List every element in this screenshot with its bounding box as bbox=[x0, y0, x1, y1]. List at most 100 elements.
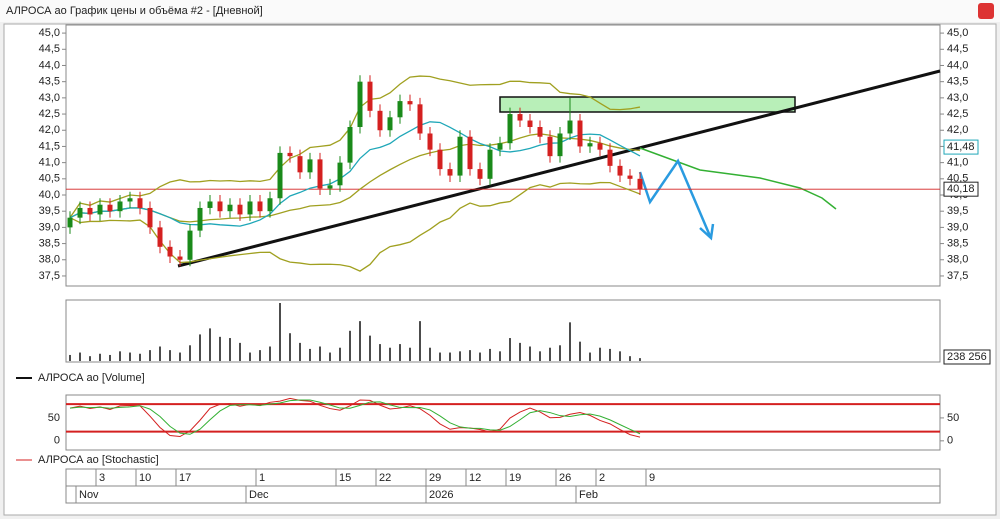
candle-body bbox=[547, 136, 553, 157]
stoch-tick-label-right: 0 bbox=[947, 435, 953, 447]
y-tick-label: 40,0 bbox=[39, 189, 60, 201]
y-tick-label: 43,0 bbox=[39, 92, 60, 104]
stochastic-legend: АЛРОСА ао [Stochastic] bbox=[38, 454, 159, 466]
candle-body bbox=[367, 81, 373, 111]
candle-body bbox=[537, 127, 543, 137]
y-tick-label-right: 43,5 bbox=[947, 76, 968, 88]
day-label: 3 bbox=[99, 472, 105, 484]
volume-label: 238 256 bbox=[947, 351, 987, 363]
forecast-line bbox=[639, 147, 837, 210]
candle-body bbox=[447, 169, 453, 176]
title-bar bbox=[0, 0, 1000, 22]
y-tick-label-right: 38,0 bbox=[947, 254, 968, 266]
stoch-tick-label-right: 50 bbox=[947, 412, 959, 424]
candle-body bbox=[167, 246, 173, 257]
candle-body bbox=[97, 204, 103, 215]
candle-body bbox=[327, 185, 333, 189]
candle-body bbox=[247, 201, 253, 215]
candle-body bbox=[577, 120, 583, 147]
day-label: 19 bbox=[509, 472, 521, 484]
y-tick-label-right: 42,0 bbox=[947, 124, 968, 136]
candle-body bbox=[67, 217, 73, 228]
candle-body bbox=[257, 201, 263, 212]
y-tick-label: 39,0 bbox=[39, 221, 60, 233]
month-label: Dec bbox=[249, 489, 269, 501]
candle-body bbox=[567, 120, 573, 134]
y-tick-label: 39,5 bbox=[39, 205, 60, 217]
window-title: АЛРОСА ао График цены и объёма #2 - [Дне… bbox=[6, 5, 263, 17]
y-tick-label-right: 44,5 bbox=[947, 43, 968, 55]
candle-body bbox=[477, 169, 483, 179]
y-tick-label: 40,5 bbox=[39, 173, 60, 185]
stochastic-panel bbox=[65, 394, 941, 451]
candle-body bbox=[487, 149, 493, 179]
day-label: 10 bbox=[139, 472, 151, 484]
candle-body bbox=[397, 101, 403, 118]
stoch-tick-label: 50 bbox=[48, 412, 60, 424]
candle-body bbox=[147, 207, 153, 228]
candle-body bbox=[267, 198, 273, 212]
candle-body bbox=[117, 201, 123, 212]
candle-body bbox=[307, 159, 313, 173]
candle-body bbox=[407, 101, 413, 105]
y-tick-label-right: 42,5 bbox=[947, 108, 968, 120]
candle-body bbox=[217, 201, 223, 212]
day-label: 15 bbox=[339, 472, 351, 484]
candle-body bbox=[457, 136, 463, 176]
day-label: 2 bbox=[599, 472, 605, 484]
price-panel bbox=[65, 24, 941, 287]
candle-body bbox=[607, 149, 613, 166]
candle-body bbox=[347, 127, 353, 163]
candle-body bbox=[317, 159, 323, 189]
y-tick-label-right: 38,5 bbox=[947, 237, 968, 249]
candle-body bbox=[127, 198, 133, 202]
trend-line bbox=[177, 69, 941, 268]
stoch-tick-label: 0 bbox=[54, 435, 60, 447]
y-tick-label-right: 45,0 bbox=[947, 27, 968, 39]
y-tick-label-right: 44,0 bbox=[947, 59, 968, 71]
candle-body bbox=[227, 204, 233, 212]
day-label: 9 bbox=[649, 472, 655, 484]
y-tick-label: 42,5 bbox=[39, 108, 60, 120]
candle-body bbox=[197, 207, 203, 231]
candle-body bbox=[627, 175, 633, 179]
candle-body bbox=[157, 227, 163, 247]
y-tick-label: 44,5 bbox=[39, 43, 60, 55]
candle-body bbox=[87, 207, 93, 215]
stoch-d bbox=[69, 399, 641, 435]
month-label: Nov bbox=[79, 489, 99, 501]
candle-body bbox=[77, 207, 83, 218]
price-label-box bbox=[943, 139, 979, 155]
volume-label-box bbox=[943, 349, 991, 365]
candle-body bbox=[107, 204, 113, 212]
price-label: 41,48 bbox=[947, 141, 975, 153]
volume-panel bbox=[65, 299, 941, 363]
bollinger-upper bbox=[69, 75, 641, 219]
day-label: 26 bbox=[559, 472, 571, 484]
candle-body bbox=[517, 114, 523, 121]
day-label: 29 bbox=[429, 472, 441, 484]
forecast-arrow bbox=[638, 158, 712, 237]
resistance-zone bbox=[499, 96, 796, 113]
candle-body bbox=[467, 136, 473, 170]
candle-body bbox=[277, 152, 283, 199]
y-tick-label: 45,0 bbox=[39, 27, 60, 39]
moving-average bbox=[69, 121, 641, 227]
candle-body bbox=[207, 201, 213, 208]
price-label-box bbox=[943, 181, 979, 197]
candle-body bbox=[557, 133, 563, 157]
volume-legend: АЛРОСА ао [Volume] bbox=[38, 372, 145, 384]
window-icon[interactable] bbox=[978, 3, 994, 19]
day-label: 22 bbox=[379, 472, 391, 484]
y-tick-label: 42,0 bbox=[39, 124, 60, 136]
y-tick-label-right: 41,0 bbox=[947, 157, 968, 169]
y-tick-label-right: 39,0 bbox=[947, 221, 968, 233]
candle-body bbox=[177, 256, 183, 260]
arrow-head bbox=[699, 223, 715, 241]
y-tick-label-right: 37,5 bbox=[947, 270, 968, 282]
month-label: Feb bbox=[579, 489, 598, 501]
stoch-k bbox=[69, 397, 641, 438]
candle-body bbox=[527, 120, 533, 128]
day-label: 17 bbox=[179, 472, 191, 484]
